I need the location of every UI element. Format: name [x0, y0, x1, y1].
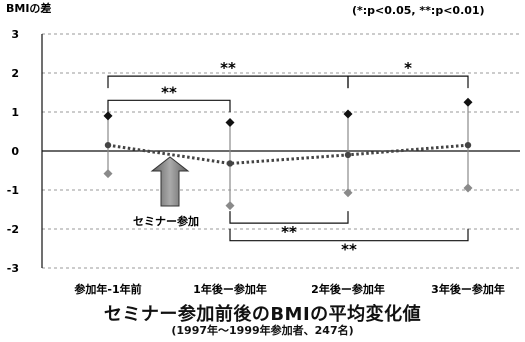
significance-label: ** — [161, 83, 177, 101]
seminar-arrow — [150, 156, 190, 207]
x-tick-label: 3年後ー参加年 — [431, 282, 505, 296]
y-tick-label: -1 — [7, 184, 19, 197]
lower-point — [103, 169, 113, 179]
mean-point — [104, 141, 112, 149]
y-tick-label: 0 — [11, 145, 19, 158]
y-axis-label: BMIの差 — [6, 1, 51, 15]
chart-title: セミナー参加前後のBMIの平均変化値 — [103, 304, 422, 325]
upper-point — [463, 97, 473, 107]
chart-subtitle: (1997年～1999年参加者、247名) — [171, 324, 354, 337]
significance-note: (*:p<0.05, **:p<0.01) — [352, 4, 485, 17]
significance-bracket — [229, 211, 349, 224]
y-tick-label: 1 — [11, 106, 19, 119]
mean-point — [344, 151, 352, 159]
significance-bracket — [347, 75, 469, 89]
mean-series-line — [107, 143, 469, 165]
significance-label: ** — [220, 59, 236, 77]
seminar-label: セミナー参加 — [133, 214, 199, 228]
significance-label: ** — [341, 241, 357, 259]
lower-point — [225, 201, 235, 211]
x-tick-label: 参加年-1年前 — [74, 282, 141, 296]
significance-bracket — [229, 228, 469, 242]
upper-point — [103, 111, 113, 121]
x-tick-label: 1年後ー参加年 — [193, 282, 267, 296]
significance-label: * — [404, 59, 412, 77]
mean-point — [464, 141, 472, 149]
upper-point — [343, 109, 353, 119]
y-tick-label: -2 — [7, 223, 19, 236]
significance-label: ** — [281, 223, 297, 241]
x-tick-label: 2年後ー参加年 — [311, 282, 385, 296]
upper-point — [225, 118, 235, 128]
y-tick-label: 2 — [11, 67, 19, 80]
lower-point — [343, 188, 353, 198]
y-tick-label: 3 — [11, 28, 19, 41]
lower-point — [463, 183, 473, 193]
mean-point — [226, 160, 234, 167]
significance-bracket — [107, 99, 231, 113]
significance-bracket — [107, 75, 349, 89]
y-tick-label: -3 — [7, 262, 19, 275]
